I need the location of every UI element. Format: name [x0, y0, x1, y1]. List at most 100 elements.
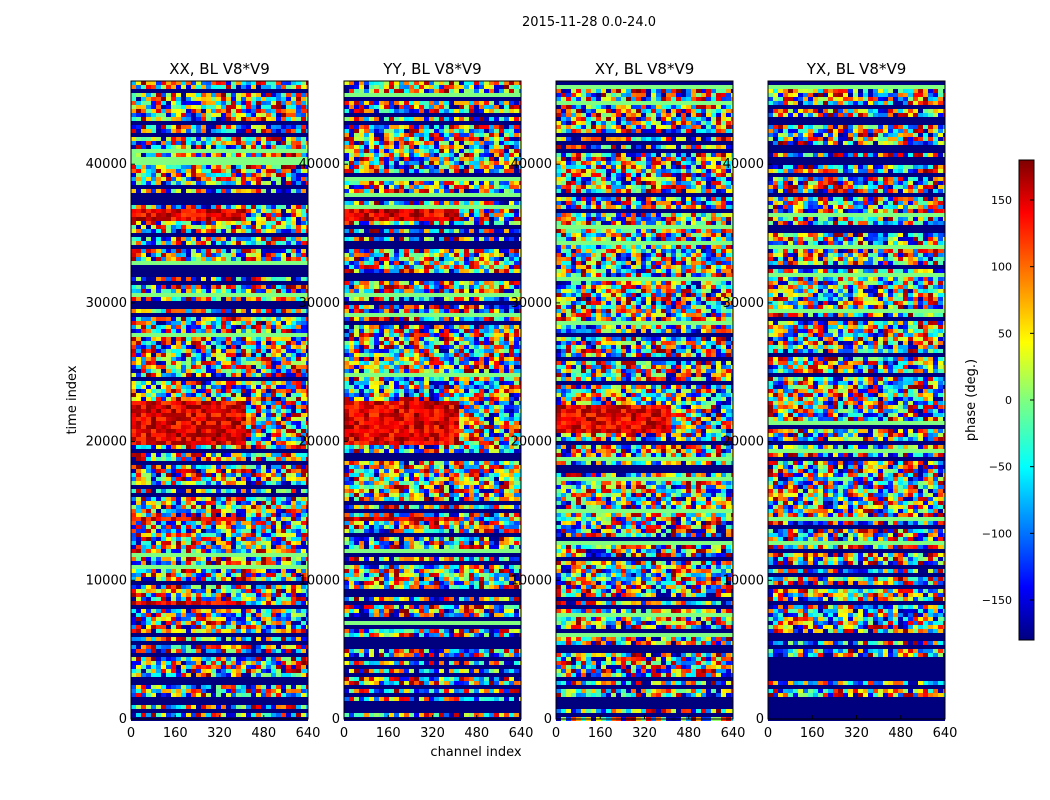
heatmap-cell: [384, 109, 389, 113]
heatmap-cell: [296, 661, 301, 665]
heatmap-cell: [196, 365, 201, 369]
heatmap-cell: [136, 629, 141, 633]
heatmap-cell: [246, 337, 251, 341]
heatmap-cell: [276, 425, 281, 429]
heatmap-cell: [176, 705, 181, 709]
heatmap-cell: [191, 597, 196, 601]
heatmap-cell: [519, 133, 521, 137]
heatmap-cell: [489, 81, 494, 85]
heatmap-cell: [241, 517, 246, 521]
heatmap-cell: [359, 129, 364, 133]
heatmap-cell: [226, 241, 231, 245]
heatmap-cell: [211, 441, 216, 445]
heatmap-cell: [146, 285, 151, 289]
heatmap-cell: [301, 105, 306, 109]
heatmap-cell: [146, 465, 151, 469]
heatmap-cell: [276, 609, 281, 613]
heatmap-cell: [489, 129, 494, 133]
heatmap-cell: [241, 469, 246, 473]
heatmap-cell: [206, 525, 211, 529]
heatmap-cell: [231, 705, 236, 709]
heatmap-cell: [246, 169, 251, 173]
heatmap-cell: [206, 125, 211, 129]
heatmap-cell: [221, 353, 226, 357]
heatmap-cell: [201, 577, 206, 581]
heatmap-cell: [166, 421, 171, 425]
heatmap-cell: [166, 585, 171, 589]
heatmap-cell: [186, 217, 191, 221]
heatmap-cell: [291, 221, 296, 225]
heatmap-cell: [379, 109, 384, 113]
heatmap-cell: [286, 393, 291, 397]
heatmap-cell: [236, 561, 241, 565]
heatmap-cell: [424, 153, 429, 157]
heatmap-cell: [261, 613, 266, 617]
heatmap-cell: [271, 617, 276, 621]
heatmap-cell: [206, 585, 211, 589]
heatmap-cell: [276, 81, 281, 85]
heatmap-cell: [221, 589, 226, 593]
heatmap-cell: [191, 365, 196, 369]
heatmap-cell: [156, 417, 161, 421]
heatmap-cell: [256, 601, 261, 605]
heatmap-cell: [211, 625, 216, 629]
heatmap-cell: [256, 153, 261, 157]
heatmap-cell: [306, 601, 308, 605]
heatmap-cell: [251, 357, 256, 361]
heatmap-cell: [206, 669, 211, 673]
heatmap-cell: [176, 497, 181, 501]
heatmap-cell: [306, 441, 308, 445]
heatmap-cell: [399, 141, 404, 145]
heatmap-cell: [286, 169, 291, 173]
heatmap-cell: [374, 133, 379, 137]
heatmap-cell: [251, 345, 256, 349]
heatmap-cell: [181, 497, 186, 501]
heatmap-cell: [186, 105, 191, 109]
heatmap-cell: [136, 401, 141, 405]
heatmap-cell: [136, 297, 141, 301]
heatmap-cell: [251, 589, 256, 593]
heatmap-cell: [519, 101, 521, 105]
heatmap-cell: [156, 309, 161, 313]
heatmap-cell: [251, 109, 256, 113]
heatmap-cell: [251, 617, 256, 621]
heatmap-cell: [276, 141, 281, 145]
heatmap-cell: [216, 137, 221, 141]
heatmap-cell: [151, 497, 156, 501]
heatmap-cell: [281, 637, 286, 641]
heatmap-cell: [281, 481, 286, 485]
heatmap-cell: [261, 209, 266, 213]
heatmap-cell: [236, 93, 241, 97]
heatmap-cell: [151, 225, 156, 229]
heatmap-cell: [306, 221, 308, 225]
heatmap-cell: [216, 445, 221, 449]
heatmap-cell: [146, 113, 151, 117]
heatmap-cell: [146, 689, 151, 693]
heatmap-cell: [186, 289, 191, 293]
heatmap-cell: [261, 497, 266, 501]
heatmap-cell: [131, 673, 136, 677]
heatmap-cell: [181, 285, 186, 289]
heatmap-cell: [186, 241, 191, 245]
heatmap-cell: [301, 345, 306, 349]
heatmap-cell: [364, 129, 369, 133]
heatmap-cell: [296, 169, 301, 173]
heatmap-cell: [151, 541, 156, 545]
heatmap-cell: [161, 345, 166, 349]
heatmap-cell: [519, 105, 521, 109]
heatmap-cell: [469, 101, 474, 105]
heatmap-cell: [296, 421, 301, 425]
heatmap-cell: [256, 613, 261, 617]
heatmap-cell: [256, 369, 261, 373]
heatmap-cell: [261, 389, 266, 393]
heatmap-cell: [141, 613, 146, 617]
heatmap-cell: [166, 557, 171, 561]
heatmap-cell: [236, 457, 241, 461]
heatmap-cell: [276, 589, 281, 593]
heatmap-cell: [211, 321, 216, 325]
heatmap-cell: [141, 137, 146, 141]
heatmap-cell: [196, 353, 201, 357]
heatmap-cell: [509, 149, 514, 153]
heatmap-cell: [191, 241, 196, 245]
heatmap-cell: [231, 401, 236, 405]
